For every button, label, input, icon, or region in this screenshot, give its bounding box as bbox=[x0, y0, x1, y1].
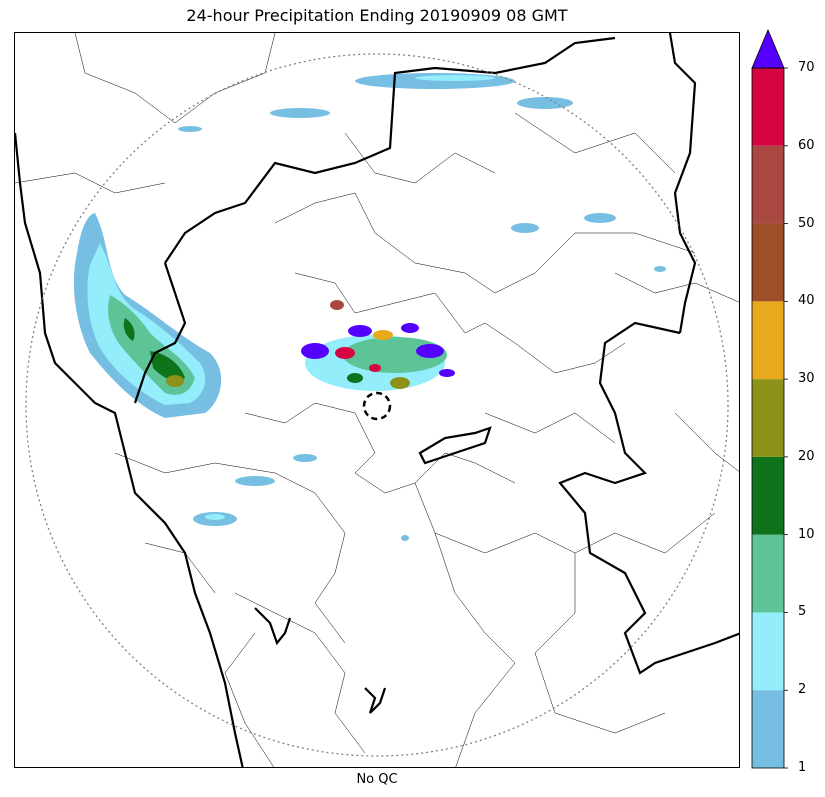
colorbar-segment bbox=[752, 379, 784, 457]
colorbar-segment bbox=[752, 690, 784, 768]
radar-map bbox=[14, 32, 740, 768]
district-boundaries bbox=[15, 33, 739, 767]
colorbar-tick-label: 60 bbox=[798, 137, 815, 153]
colorbar-tick-label: 1 bbox=[798, 760, 807, 775]
colorbar-canvas bbox=[751, 28, 788, 769]
radar-range-ring bbox=[25, 53, 729, 757]
radar-map-canvas bbox=[15, 33, 739, 767]
colorbar-tick-label: 10 bbox=[798, 526, 815, 542]
precip-north-streaks bbox=[178, 73, 666, 272]
colorbar-extend-arrow bbox=[751, 28, 785, 69]
x-axis-label: No QC bbox=[356, 772, 398, 787]
map-title: 24-hour Precipitation Ending 20190909 08… bbox=[186, 6, 568, 25]
colorbar-segment bbox=[752, 534, 784, 613]
precip-south-scatter bbox=[193, 454, 409, 541]
colorbar-segment bbox=[752, 145, 784, 224]
colorbar bbox=[751, 28, 792, 770]
colorbar-segment bbox=[752, 301, 784, 380]
colorbar-tick-label: 70 bbox=[798, 60, 815, 75]
state-borders bbox=[15, 33, 739, 767]
colorbar-segment bbox=[752, 612, 784, 691]
precip-central-cells bbox=[301, 300, 455, 391]
precip-west-band bbox=[73, 213, 222, 418]
colorbar-outline bbox=[751, 67, 785, 769]
colorbar-segment bbox=[752, 456, 784, 535]
colorbar-tick-label: 30 bbox=[798, 371, 815, 387]
colorbar-segment bbox=[752, 68, 784, 146]
radar-site-marker bbox=[362, 391, 392, 421]
colorbar-tick-label: 20 bbox=[798, 448, 815, 464]
colorbar-tick-label: 40 bbox=[798, 293, 815, 309]
colorbar-tick-label: 50 bbox=[798, 215, 815, 231]
colorbar-tick-label: 5 bbox=[798, 604, 807, 620]
colorbar-tick-label: 2 bbox=[798, 682, 807, 698]
colorbar-segment bbox=[752, 223, 784, 302]
